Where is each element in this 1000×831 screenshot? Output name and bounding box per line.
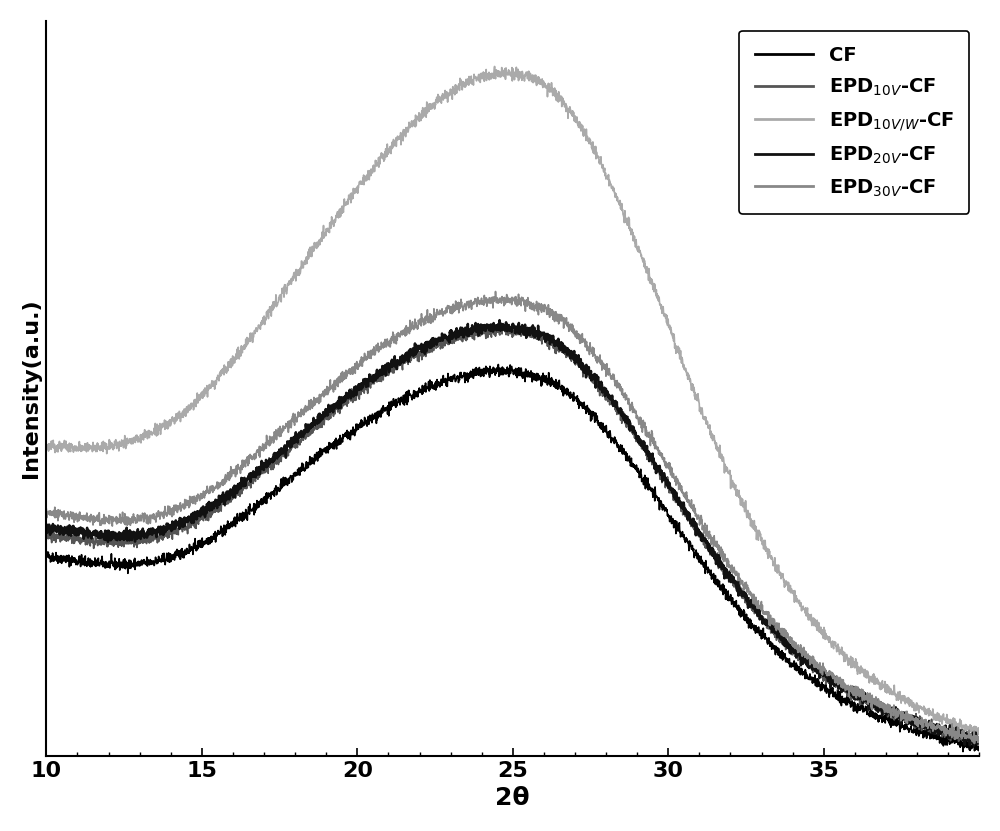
EPD$_{10V/W}$-CF <box>489 61 501 71</box>
EPD$_{30V}$-CF <box>955 730 967 740</box>
EPD$_{10V/W}$-CF <box>973 725 985 735</box>
CF <box>957 746 969 756</box>
EPD$_{10V}$-CF <box>855 692 867 702</box>
EPD$_{10V}$-CF <box>973 739 985 749</box>
EPD$_{10V}$-CF <box>955 729 967 739</box>
EPD$_{20V}$-CF <box>398 352 410 362</box>
CF <box>439 376 451 386</box>
EPD$_{10V}$-CF <box>147 536 159 546</box>
EPD$_{20V}$-CF <box>973 738 985 748</box>
X-axis label: 2θ: 2θ <box>495 786 530 810</box>
Legend: CF, EPD$_{10V}$-CF, EPD$_{10V/W}$-CF, EPD$_{20V}$-CF, EPD$_{30V}$-CF: CF, EPD$_{10V}$-CF, EPD$_{10V/W}$-CF, EP… <box>739 31 969 214</box>
CF <box>398 397 410 407</box>
EPD$_{10V/W}$-CF <box>971 731 983 741</box>
Line: CF: CF <box>46 365 979 751</box>
EPD$_{30V}$-CF <box>973 735 985 745</box>
CF <box>973 743 985 753</box>
Line: EPD$_{20V}$-CF: EPD$_{20V}$-CF <box>46 320 979 746</box>
CF <box>202 539 214 549</box>
EPD$_{10V}$-CF <box>398 356 410 366</box>
EPD$_{30V}$-CF <box>490 287 502 297</box>
CF <box>955 740 967 750</box>
EPD$_{20V}$-CF <box>40 520 52 530</box>
EPD$_{10V/W}$-CF <box>439 93 451 103</box>
EPD$_{30V}$-CF <box>855 686 867 696</box>
EPD$_{10V/W}$-CF <box>398 125 410 135</box>
EPD$_{10V/W}$-CF <box>40 445 52 455</box>
EPD$_{10V}$-CF <box>439 332 451 342</box>
EPD$_{20V}$-CF <box>968 741 980 751</box>
EPD$_{10V}$-CF <box>40 534 52 544</box>
EPD$_{10V/W}$-CF <box>147 428 159 438</box>
Line: EPD$_{10V}$-CF: EPD$_{10V}$-CF <box>46 326 979 745</box>
EPD$_{10V}$-CF <box>965 740 977 750</box>
Line: EPD$_{10V/W}$-CF: EPD$_{10V/W}$-CF <box>46 66 979 736</box>
CF <box>855 702 867 712</box>
EPD$_{30V}$-CF <box>398 325 410 335</box>
EPD$_{30V}$-CF <box>40 504 52 514</box>
CF <box>492 360 504 370</box>
EPD$_{20V}$-CF <box>147 524 159 534</box>
EPD$_{10V/W}$-CF <box>855 663 867 673</box>
EPD$_{30V}$-CF <box>969 739 981 749</box>
EPD$_{20V}$-CF <box>494 315 506 325</box>
EPD$_{20V}$-CF <box>202 500 214 510</box>
EPD$_{20V}$-CF <box>439 332 451 342</box>
EPD$_{10V/W}$-CF <box>955 715 967 725</box>
Line: EPD$_{30V}$-CF: EPD$_{30V}$-CF <box>46 292 979 744</box>
EPD$_{20V}$-CF <box>955 729 967 739</box>
EPD$_{20V}$-CF <box>855 692 867 702</box>
EPD$_{30V}$-CF <box>202 486 214 496</box>
CF <box>40 550 52 560</box>
EPD$_{30V}$-CF <box>147 514 159 524</box>
Y-axis label: Intensity(a.u.): Intensity(a.u.) <box>21 298 41 478</box>
EPD$_{10V}$-CF <box>495 321 507 331</box>
CF <box>147 556 159 566</box>
EPD$_{10V}$-CF <box>202 508 214 518</box>
EPD$_{30V}$-CF <box>439 307 451 317</box>
EPD$_{10V/W}$-CF <box>202 385 214 395</box>
